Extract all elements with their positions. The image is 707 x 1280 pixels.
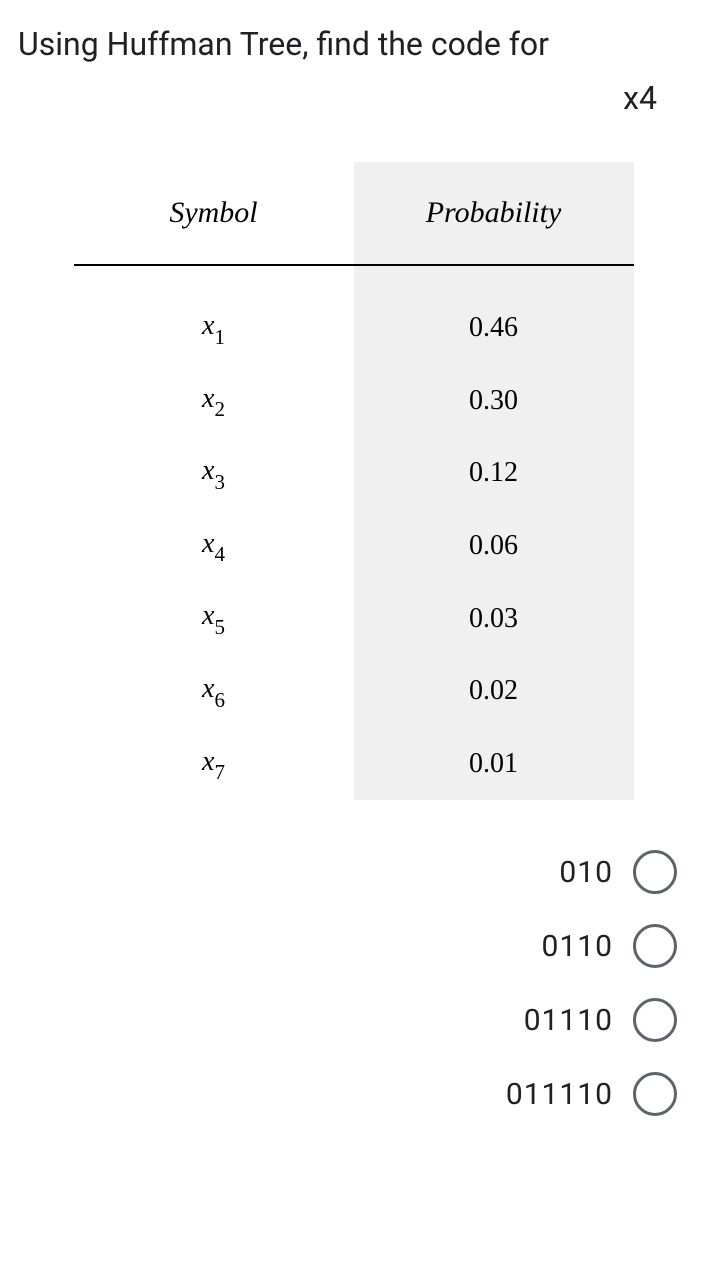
symbol-base: x (202, 528, 214, 559)
table-cell-symbol: x4 (74, 510, 354, 583)
table-cell-symbol: x6 (74, 655, 354, 728)
table-cell-symbol: x5 (74, 582, 354, 655)
probability-table-wrapper: Symbol Probability x10.46x20.30x30.12x40… (74, 162, 634, 800)
question-prompt-text: Using Huffman Tree, find the code for (18, 25, 549, 63)
table-row: x20.30 (74, 365, 634, 438)
answer-option-label: 01110 (524, 1003, 613, 1038)
table-cell-symbol: x1 (74, 292, 354, 365)
answer-option[interactable]: 011110 (18, 1072, 677, 1116)
symbol-base: x (202, 600, 214, 631)
symbol-base: x (202, 746, 214, 777)
question-target: x4 (18, 74, 689, 122)
answer-option[interactable]: 0110 (18, 924, 677, 968)
table-cell-symbol: x7 (74, 728, 354, 801)
table-cell-probability: 0.01 (354, 728, 634, 801)
symbol-base: x (202, 673, 214, 704)
table-cell-probability: 0.30 (354, 365, 634, 438)
table-row: x70.01 (74, 728, 634, 801)
table-cell-probability: 0.03 (354, 582, 634, 655)
answer-option-label: 011110 (506, 1077, 613, 1112)
answer-option[interactable]: 01110 (18, 998, 677, 1042)
question-prompt: Using Huffman Tree, find the code for x4 (18, 20, 689, 122)
table-row: x10.46 (74, 292, 634, 365)
symbol-base: x (202, 455, 214, 486)
answer-option[interactable]: 010 (18, 850, 677, 894)
table-cell-symbol: x2 (74, 365, 354, 438)
table-cell-symbol: x3 (74, 437, 354, 510)
symbol-subscript: 4 (214, 542, 225, 566)
table-row: x30.12 (74, 437, 634, 510)
table-cell-probability: 0.46 (354, 292, 634, 365)
table-row: x40.06 (74, 510, 634, 583)
table-cell-probability: 0.06 (354, 510, 634, 583)
symbol-subscript: 3 (214, 470, 225, 494)
radio-icon[interactable] (633, 1072, 677, 1116)
symbol-subscript: 5 (214, 615, 225, 639)
probability-table: Symbol Probability x10.46x20.30x30.12x40… (74, 162, 634, 800)
table-header-symbol: Symbol (74, 162, 354, 265)
symbol-base: x (202, 383, 214, 414)
table-row: x60.02 (74, 655, 634, 728)
table-header-probability: Probability (354, 162, 634, 265)
radio-icon[interactable] (633, 850, 677, 894)
answer-option-label: 0110 (542, 929, 613, 964)
radio-icon[interactable] (633, 998, 677, 1042)
symbol-base: x (202, 310, 214, 341)
symbol-subscript: 2 (214, 397, 225, 421)
symbol-subscript: 1 (214, 325, 225, 349)
symbol-subscript: 6 (214, 688, 225, 712)
answer-options: 010 0110 01110 011110 (18, 850, 689, 1116)
symbol-subscript: 7 (214, 760, 225, 784)
table-row: x50.03 (74, 582, 634, 655)
table-cell-probability: 0.12 (354, 437, 634, 510)
radio-icon[interactable] (633, 924, 677, 968)
answer-option-label: 010 (559, 855, 613, 890)
table-cell-probability: 0.02 (354, 655, 634, 728)
